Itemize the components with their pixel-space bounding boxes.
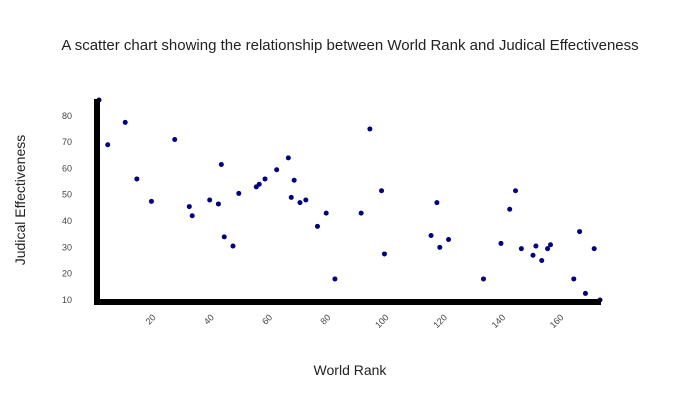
x-tick-label: 80 xyxy=(318,312,332,326)
data-point xyxy=(288,194,294,200)
data-point xyxy=(207,197,213,203)
data-point xyxy=(577,229,583,235)
y-tick-label: 40 xyxy=(62,216,72,226)
data-point xyxy=(513,188,519,194)
x-tick-label: 40 xyxy=(202,312,216,326)
x-tick-label: 100 xyxy=(373,312,391,330)
data-point xyxy=(291,177,297,183)
data-point xyxy=(381,251,387,257)
y-tick-label: 60 xyxy=(62,163,72,173)
data-point xyxy=(545,246,551,252)
y-tick-label: 50 xyxy=(62,190,72,200)
x-tick-label: 60 xyxy=(260,312,274,326)
data-point xyxy=(122,119,128,125)
data-point xyxy=(518,246,524,252)
data-point xyxy=(285,155,291,161)
data-point xyxy=(134,176,140,182)
y-tick-label: 80 xyxy=(62,111,72,121)
chart-title: A scatter chart showing the relationship… xyxy=(61,37,638,54)
data-point xyxy=(215,201,221,207)
x-tick-label: 160 xyxy=(548,312,566,330)
x-tick-label: 140 xyxy=(490,312,508,330)
data-point xyxy=(332,276,338,282)
data-point xyxy=(172,136,178,142)
y-axis-label: Judical Effectiveness xyxy=(12,135,28,265)
y-tick-labels: 10 20 30 40 50 60 70 80 xyxy=(62,111,72,305)
data-point xyxy=(480,276,486,282)
data-point xyxy=(539,258,545,264)
data-point xyxy=(274,167,280,173)
y-tick-label: 20 xyxy=(62,269,72,279)
data-point xyxy=(230,243,236,249)
data-point xyxy=(533,243,539,249)
data-point xyxy=(262,176,268,182)
y-tick-label: 10 xyxy=(62,295,72,305)
data-point xyxy=(582,290,588,296)
data-point xyxy=(236,190,242,196)
data-point xyxy=(434,200,440,206)
data-point xyxy=(105,142,111,148)
data-point xyxy=(256,181,262,187)
data-point xyxy=(189,213,195,219)
x-tick-label: 20 xyxy=(144,312,158,326)
data-point xyxy=(446,236,452,242)
y-tick-label: 70 xyxy=(62,137,72,147)
data-point xyxy=(498,240,504,246)
x-tick-label: 120 xyxy=(431,312,449,330)
data-point xyxy=(367,126,373,132)
y-axis-line xyxy=(94,99,100,305)
data-point xyxy=(437,244,443,250)
y-tick-label: 30 xyxy=(62,242,72,252)
data-point xyxy=(314,223,320,229)
data-point xyxy=(379,188,385,194)
data-point xyxy=(530,252,536,258)
data-point xyxy=(148,198,154,204)
data-points xyxy=(96,97,603,303)
data-point xyxy=(507,206,513,212)
data-point xyxy=(571,276,577,282)
data-point xyxy=(547,242,553,248)
x-axis-label: World Rank xyxy=(314,362,388,378)
x-axis-line xyxy=(94,299,601,305)
data-point xyxy=(186,204,192,210)
x-tick-labels: 20 40 60 80 100 120 140 160 xyxy=(144,312,566,330)
data-point xyxy=(297,200,303,206)
data-point xyxy=(221,234,227,240)
data-point xyxy=(591,246,597,252)
data-point xyxy=(358,210,364,216)
data-point xyxy=(303,197,309,203)
data-point xyxy=(323,210,329,216)
data-point xyxy=(428,233,434,239)
data-point xyxy=(218,161,224,167)
